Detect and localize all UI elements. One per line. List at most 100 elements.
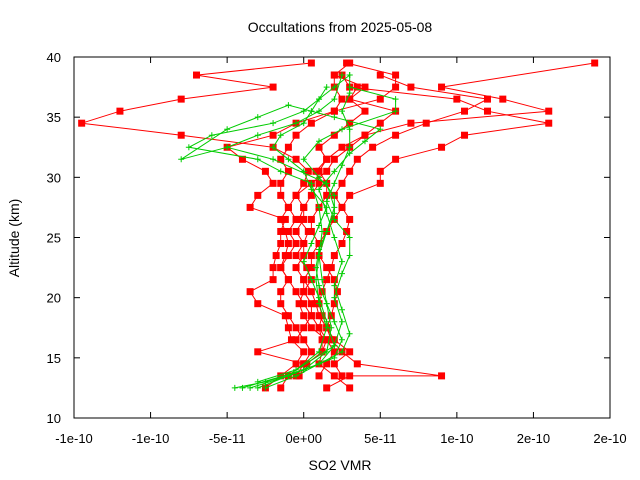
data-point xyxy=(300,348,308,356)
data-point xyxy=(339,306,345,313)
data-point xyxy=(292,324,300,332)
data-point xyxy=(254,191,262,199)
data-point xyxy=(295,300,303,308)
data-point xyxy=(277,155,285,163)
data-point xyxy=(338,240,346,248)
data-point xyxy=(178,156,185,163)
x-tick-label: 2e-10 xyxy=(593,431,626,446)
data-point xyxy=(254,132,261,139)
data-point xyxy=(376,119,384,127)
data-point xyxy=(346,348,354,356)
data-point xyxy=(338,95,346,103)
data-point xyxy=(300,336,308,344)
data-point xyxy=(323,198,330,205)
series-1 xyxy=(178,72,399,391)
data-point xyxy=(319,276,326,283)
data-point xyxy=(346,90,353,97)
data-point xyxy=(461,131,469,139)
data-point xyxy=(331,282,338,289)
data-point xyxy=(323,348,330,355)
data-point xyxy=(300,156,307,163)
series-0 xyxy=(78,59,599,392)
series-line xyxy=(225,62,397,389)
data-point xyxy=(323,204,330,211)
data-point xyxy=(323,276,331,284)
data-point xyxy=(293,372,300,379)
data-point xyxy=(316,294,323,301)
data-point xyxy=(285,102,292,109)
data-point xyxy=(331,168,338,175)
data-point xyxy=(407,119,415,127)
data-point xyxy=(300,252,308,260)
data-point xyxy=(300,203,308,211)
data-point xyxy=(281,312,289,320)
data-point xyxy=(339,258,345,265)
data-point xyxy=(346,84,353,91)
data-point xyxy=(323,360,331,368)
data-point xyxy=(346,59,354,67)
data-point xyxy=(284,167,292,175)
data-point xyxy=(318,336,326,344)
data-point xyxy=(292,336,300,344)
data-point xyxy=(315,372,323,380)
data-point xyxy=(316,246,323,253)
data-point xyxy=(338,179,346,187)
data-point xyxy=(300,300,308,308)
data-point xyxy=(269,264,277,272)
data-point xyxy=(338,203,346,211)
data-point xyxy=(343,227,351,235)
data-point xyxy=(323,318,330,325)
data-point xyxy=(277,191,285,199)
data-point xyxy=(277,132,284,139)
data-point xyxy=(300,120,307,127)
data-point xyxy=(316,204,323,211)
data-point xyxy=(376,95,384,103)
data-point xyxy=(269,179,277,187)
data-point xyxy=(330,71,338,79)
data-point xyxy=(339,336,345,343)
data-point xyxy=(307,288,315,296)
data-point xyxy=(277,288,285,296)
data-point xyxy=(323,191,331,199)
x-tick-label: -1e-10 xyxy=(55,431,93,446)
data-point xyxy=(300,108,307,115)
data-point xyxy=(316,138,323,145)
data-point xyxy=(293,366,300,373)
data-point xyxy=(269,83,277,91)
data-point xyxy=(247,384,254,391)
data-point xyxy=(346,330,353,337)
data-point xyxy=(438,372,446,380)
data-point xyxy=(315,240,323,248)
data-point xyxy=(339,162,345,169)
data-point xyxy=(177,131,185,139)
data-point xyxy=(300,324,308,332)
data-point xyxy=(208,132,215,139)
data-point xyxy=(346,95,354,103)
data-point xyxy=(318,348,326,356)
data-point xyxy=(292,240,300,248)
x-tick-label: 5e-11 xyxy=(364,431,396,446)
data-point xyxy=(339,318,345,325)
data-point xyxy=(323,264,331,272)
data-point xyxy=(307,312,315,320)
data-point xyxy=(316,108,323,115)
data-point xyxy=(330,131,338,139)
data-point xyxy=(323,384,331,392)
data-point xyxy=(407,83,415,91)
data-point xyxy=(262,378,269,385)
data-point xyxy=(300,288,308,296)
data-point xyxy=(246,288,254,296)
data-point xyxy=(323,336,331,344)
data-point xyxy=(331,210,338,217)
data-point xyxy=(78,119,86,127)
x-axis-label: SO2 VMR xyxy=(308,457,371,473)
data-point xyxy=(339,348,345,355)
data-point xyxy=(331,84,338,91)
data-point xyxy=(193,71,201,79)
y-tick-label: 35 xyxy=(47,110,61,125)
data-point xyxy=(331,192,338,199)
data-point xyxy=(438,143,446,151)
data-point xyxy=(316,222,323,229)
data-point xyxy=(224,144,231,151)
x-tick-label: -1e-10 xyxy=(132,431,170,446)
